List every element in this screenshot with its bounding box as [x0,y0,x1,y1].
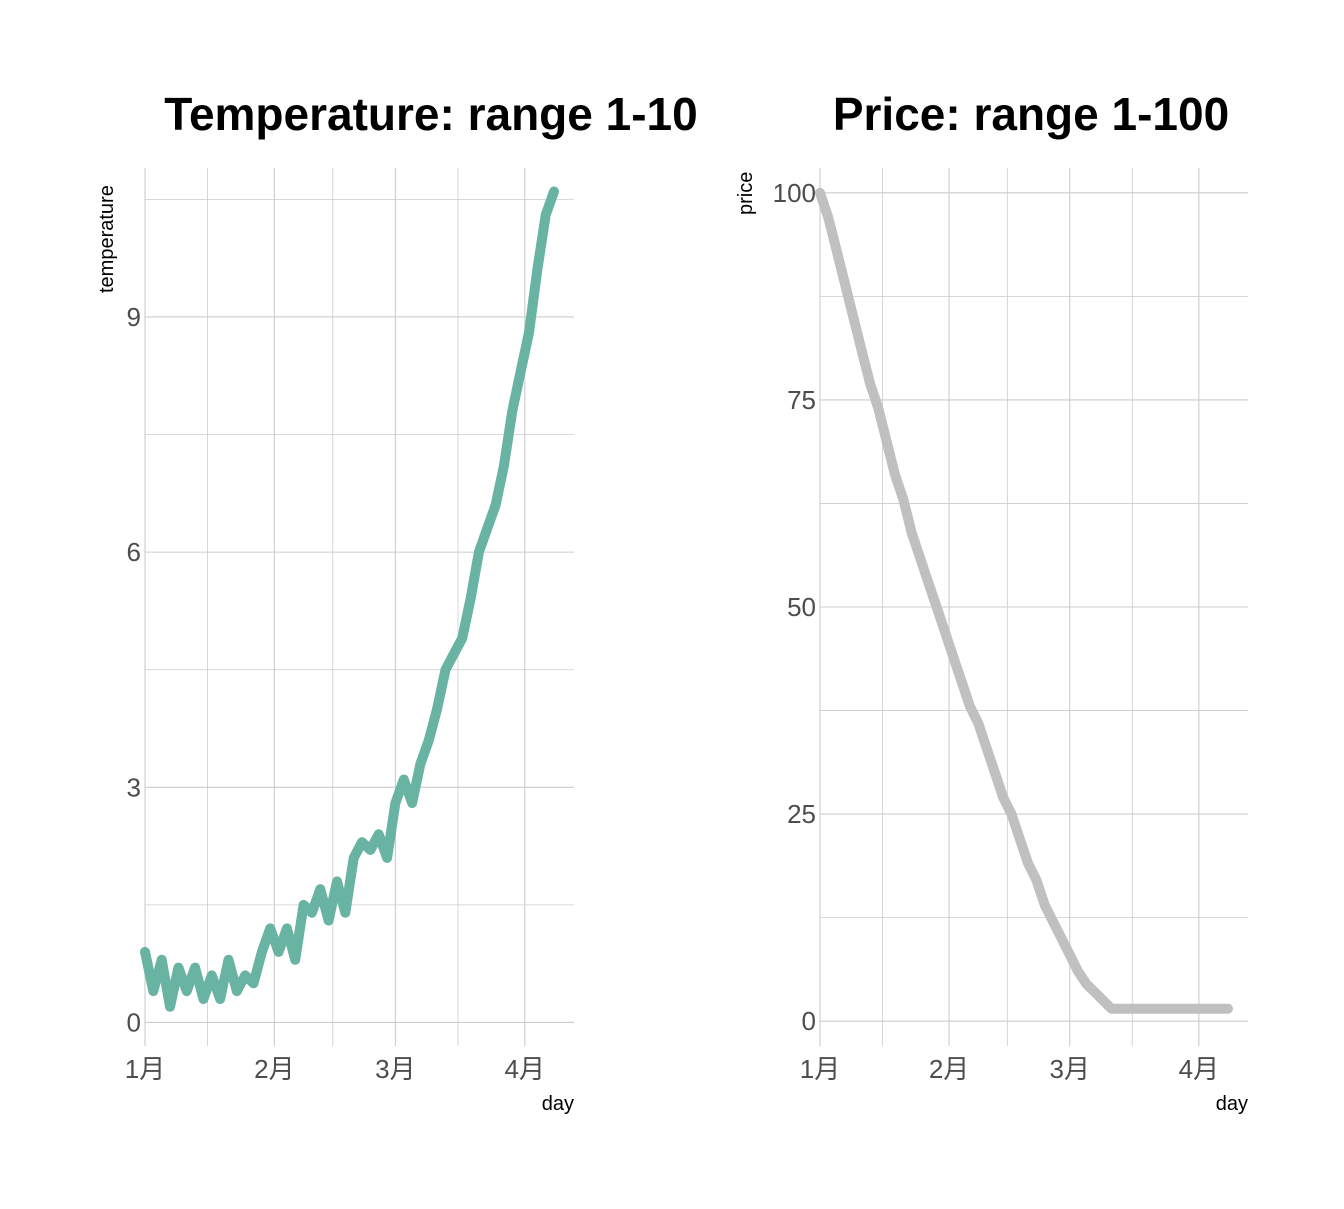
y-tick-label: 3 [127,772,141,802]
price-title: Price: range 1-100 [833,88,1229,140]
y-tick-label: 50 [787,592,816,622]
price-line-layer [815,187,1233,1014]
temperature-y-ticks: 0 3 6 9 [127,302,141,1038]
x-tick-label: 3月 [1050,1054,1090,1084]
temperature-series-line [140,186,559,1012]
price-grid [819,168,1248,1046]
y-tick-label: 25 [787,799,816,829]
price-panel: 0 25 50 75 100 1月 2月 3月 4月 Price: range 1-100 d… [735,88,1248,1115]
y-tick-label: 0 [802,1006,816,1036]
y-tick-label: 0 [127,1007,141,1037]
x-tick-label: 3月 [375,1054,415,1084]
temperature-line-layer [140,186,559,1012]
price-y-label: price [735,172,757,215]
y-tick-label: 9 [127,302,141,332]
x-tick-label: 2月 [254,1054,294,1084]
price-x-ticks: 1月 2月 3月 4月 [800,1054,1219,1084]
temperature-x-ticks: 1月 2月 3月 4月 [125,1054,545,1084]
x-tick-label: 1月 [800,1054,840,1084]
x-tick-label: 4月 [1179,1054,1219,1084]
x-tick-label: 2月 [929,1054,969,1084]
x-tick-label: 1月 [125,1054,165,1084]
temperature-x-label: day [542,1093,574,1115]
price-series-line [815,187,1233,1014]
temperature-grid [144,168,574,1046]
y-tick-label: 100 [773,178,816,208]
temperature-title: Temperature: range 1-10 [164,88,697,140]
y-tick-label: 6 [127,537,141,567]
price-x-label: day [1216,1093,1248,1115]
y-tick-label: 75 [787,385,816,415]
price-y-ticks: 0 25 50 75 100 [773,178,816,1036]
x-tick-label: 4月 [505,1054,545,1084]
temperature-y-label: temperature [96,185,118,293]
temperature-panel: 0 3 6 9 1月 2月 3月 4月 Temperature: range 1-10 da… [96,88,698,1115]
